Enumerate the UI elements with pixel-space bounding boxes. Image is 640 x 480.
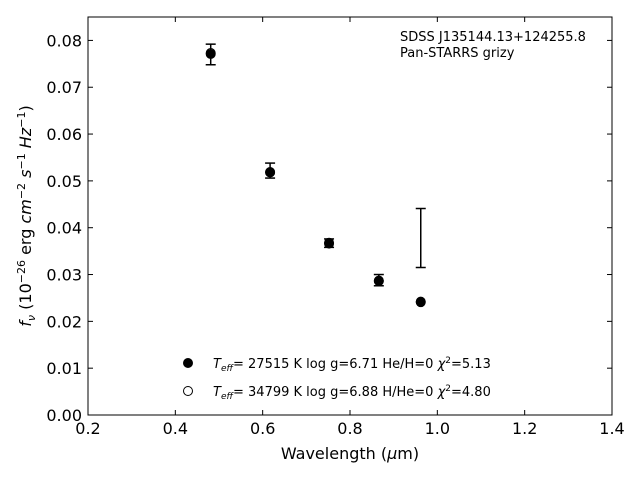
annotation-survey: Pan-STARRS grizy bbox=[400, 46, 515, 61]
x-tick-label: 1.2 bbox=[512, 419, 537, 438]
data-points bbox=[205, 48, 426, 308]
y-axis-label: fν (10−26 erg cm−2 s−1 Hz−1) bbox=[15, 105, 38, 326]
y-tick-label: 0.02 bbox=[46, 312, 82, 331]
model-point-open bbox=[373, 276, 384, 287]
axis-ticks: 0.2 0.4 0.6 0.8 1.0 1.2 1.4 0.00 0.01 0.02 0.03 0.0… bbox=[46, 17, 625, 438]
y-tick-label: 0.07 bbox=[46, 78, 82, 97]
x-axis-label: Wavelength (μm) bbox=[281, 444, 419, 463]
y-tick-label: 0.03 bbox=[46, 266, 82, 285]
x-tick-label: 0.6 bbox=[250, 419, 275, 438]
model-point-open bbox=[205, 48, 216, 59]
y-tick-label: 0.04 bbox=[46, 219, 82, 238]
legend-entry: Teff= 34799 K log g=6.88 H/He=0 χ2=4.80 bbox=[213, 384, 491, 402]
x-tick-label: 1.0 bbox=[425, 419, 450, 438]
error-bars bbox=[205, 43, 426, 287]
legend-marker bbox=[183, 358, 193, 368]
y-tick-label: 0.06 bbox=[46, 125, 82, 144]
model-point-open bbox=[324, 238, 335, 249]
x-tick-label: 1.4 bbox=[599, 419, 624, 438]
y-tick-label: 0.08 bbox=[46, 31, 82, 50]
x-tick-label: 0.8 bbox=[337, 419, 362, 438]
plot-frame bbox=[87, 16, 613, 416]
model-point-open bbox=[265, 166, 276, 177]
legend-entry: Teff= 27515 K log g=6.71 He/H=0 χ2=5.13 bbox=[213, 356, 491, 374]
legend: Teff= 27515 K log g=6.71 He/H=0 χ2=5.13 T… bbox=[183, 356, 491, 402]
y-tick-label: 0.01 bbox=[46, 359, 82, 378]
y-tick-label: 0.00 bbox=[46, 406, 82, 425]
legend-marker bbox=[183, 386, 193, 396]
annotation-object: SDSS J135144.13+124255.8 bbox=[400, 30, 586, 45]
y-tick-label: 0.05 bbox=[46, 172, 82, 191]
x-tick-label: 0.4 bbox=[163, 419, 188, 438]
x-tick-label: 0.2 bbox=[75, 419, 100, 438]
model-point-open bbox=[415, 297, 426, 308]
